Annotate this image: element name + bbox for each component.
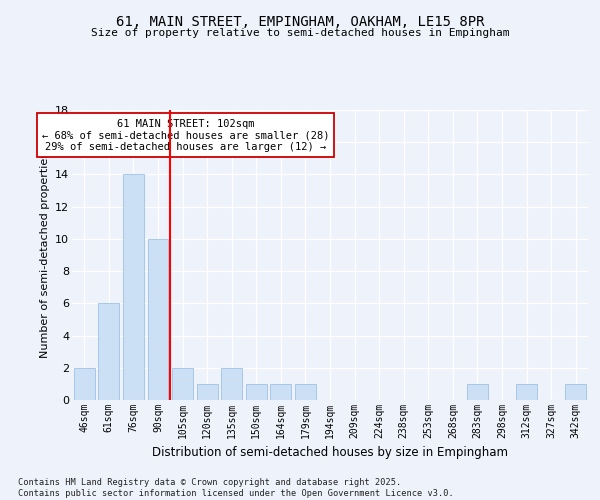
Bar <box>221 368 242 400</box>
Bar <box>295 384 316 400</box>
Y-axis label: Number of semi-detached properties: Number of semi-detached properties <box>40 152 50 358</box>
Bar <box>74 368 95 400</box>
Bar <box>246 384 267 400</box>
Bar <box>516 384 537 400</box>
Bar <box>148 239 169 400</box>
Bar <box>467 384 488 400</box>
Bar <box>98 304 119 400</box>
Text: 61, MAIN STREET, EMPINGHAM, OAKHAM, LE15 8PR: 61, MAIN STREET, EMPINGHAM, OAKHAM, LE15… <box>116 15 484 29</box>
Bar <box>565 384 586 400</box>
X-axis label: Distribution of semi-detached houses by size in Empingham: Distribution of semi-detached houses by … <box>152 446 508 460</box>
Bar <box>123 174 144 400</box>
Text: 61 MAIN STREET: 102sqm
← 68% of semi-detached houses are smaller (28)
29% of sem: 61 MAIN STREET: 102sqm ← 68% of semi-det… <box>42 118 329 152</box>
Text: Size of property relative to semi-detached houses in Empingham: Size of property relative to semi-detach… <box>91 28 509 38</box>
Text: Contains HM Land Registry data © Crown copyright and database right 2025.
Contai: Contains HM Land Registry data © Crown c… <box>18 478 454 498</box>
Bar <box>197 384 218 400</box>
Bar <box>172 368 193 400</box>
Bar <box>271 384 292 400</box>
